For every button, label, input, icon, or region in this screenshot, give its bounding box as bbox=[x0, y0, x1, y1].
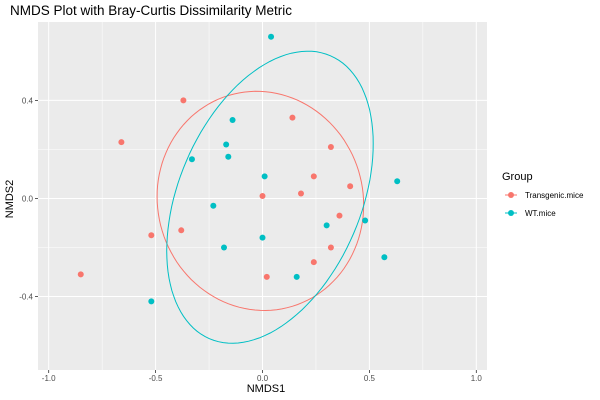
point-wt-mice bbox=[148, 298, 155, 305]
x-axis-title: NMDS1 bbox=[247, 383, 286, 395]
point-transgenic-mice bbox=[327, 244, 334, 251]
y-axis-ticks: -0.4 0.0 0.4 bbox=[19, 96, 38, 301]
x-axis-ticks: -1.0 -0.5 0.0 0.5 1.0 bbox=[42, 370, 483, 383]
point-wt-mice bbox=[223, 141, 230, 148]
point-transgenic-mice bbox=[289, 114, 296, 121]
ellipse-transgenic-mice bbox=[156, 90, 365, 312]
legend: Group Transgenic.mice WT.mice bbox=[502, 171, 584, 218]
point-transgenic-mice bbox=[336, 212, 343, 219]
grid-major bbox=[38, 22, 487, 370]
point-wt-mice bbox=[293, 273, 300, 280]
point-wt-mice bbox=[323, 222, 330, 229]
point-transgenic-mice bbox=[263, 273, 270, 280]
point-transgenic-mice bbox=[148, 232, 155, 239]
point-wt-mice bbox=[381, 254, 388, 261]
x-tick-label: 1.0 bbox=[471, 374, 483, 383]
point-wt-mice bbox=[362, 217, 369, 224]
point-transgenic-mice bbox=[310, 259, 317, 266]
point-transgenic-mice bbox=[347, 183, 354, 190]
x-tick-label: -1.0 bbox=[42, 374, 56, 383]
point-transgenic-mice bbox=[77, 271, 84, 278]
legend-title: Group bbox=[502, 171, 533, 183]
chart-title: NMDS Plot with Bray-Curtis Dissimilarity… bbox=[10, 3, 292, 18]
point-transgenic-mice bbox=[327, 143, 334, 150]
legend-label-transgenic-mice: Transgenic.mice bbox=[525, 191, 584, 200]
point-wt-mice bbox=[261, 173, 268, 180]
y-axis-title: NMDS2 bbox=[4, 180, 16, 219]
legend-key-point-transgenic-mice bbox=[508, 192, 514, 198]
x-tick-label: 0.5 bbox=[364, 374, 376, 383]
point-wt-mice bbox=[225, 153, 232, 160]
point-transgenic-mice bbox=[259, 193, 266, 199]
point-transgenic-mice bbox=[178, 227, 185, 234]
legend-label-wt-mice: WT.mice bbox=[525, 209, 556, 218]
point-transgenic-mice bbox=[297, 190, 304, 197]
data-points bbox=[77, 33, 401, 305]
point-transgenic-mice bbox=[180, 97, 187, 104]
y-tick-label: 0.4 bbox=[22, 96, 34, 105]
point-transgenic-mice bbox=[310, 173, 317, 180]
ellipse-wt-mice bbox=[166, 50, 374, 344]
point-transgenic-mice bbox=[118, 139, 125, 146]
point-wt-mice bbox=[394, 178, 401, 185]
point-wt-mice bbox=[221, 244, 228, 251]
y-tick-label: -0.4 bbox=[19, 292, 33, 301]
legend-key-point-wt-mice bbox=[508, 210, 514, 216]
y-tick-label: 0.0 bbox=[22, 194, 34, 203]
point-wt-mice bbox=[210, 202, 217, 209]
x-tick-label: -0.5 bbox=[149, 374, 163, 383]
point-wt-mice bbox=[188, 156, 195, 163]
point-wt-mice bbox=[259, 234, 266, 241]
point-wt-mice bbox=[229, 117, 236, 124]
x-tick-label: 0.0 bbox=[257, 374, 269, 383]
point-wt-mice bbox=[268, 33, 275, 40]
confidence-ellipses bbox=[156, 50, 374, 344]
